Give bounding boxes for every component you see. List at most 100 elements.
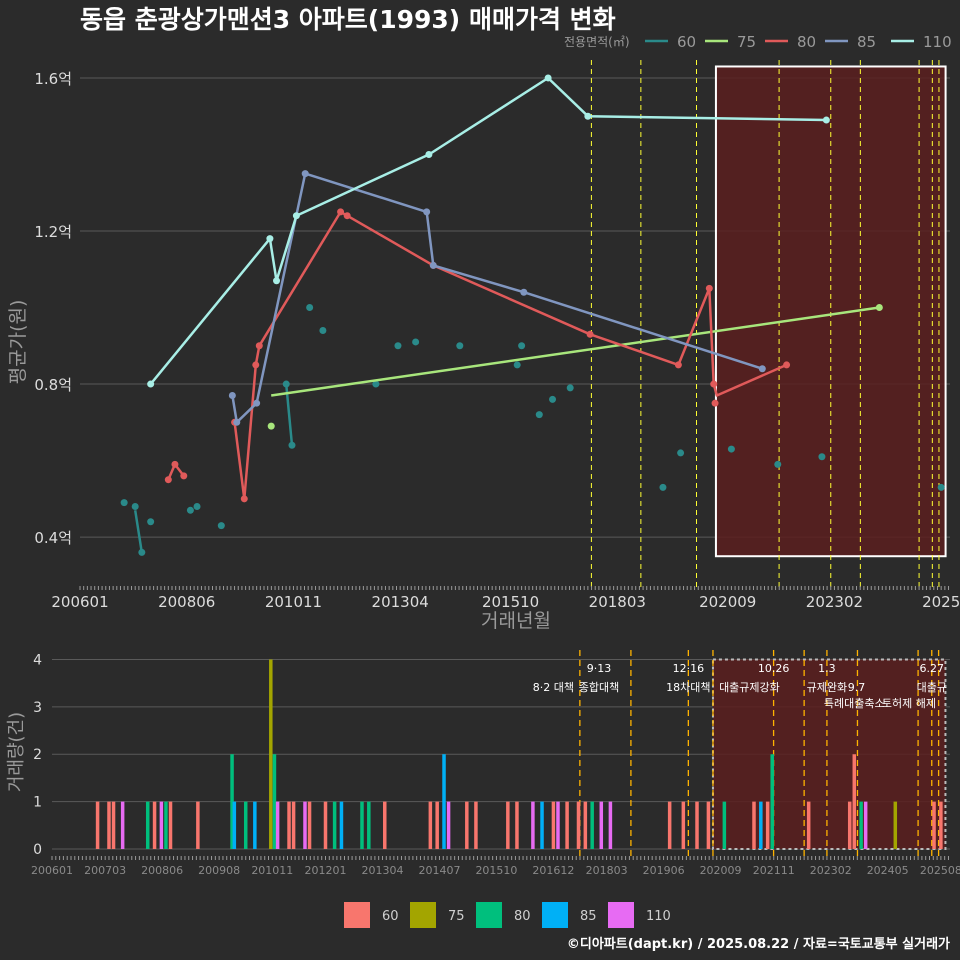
policy-shade-region (714, 65, 947, 558)
data-point-110 (822, 116, 830, 124)
x-tick-label: 200601 (51, 593, 108, 611)
data-point-85 (758, 365, 766, 373)
data-point-60 (518, 342, 526, 350)
volume-bar-60 (323, 801, 328, 849)
volume-bar-60 (939, 801, 943, 849)
volume-x-tick-label: 200601 (31, 864, 73, 877)
data-point-80 (343, 212, 351, 220)
volume-bar-60 (932, 801, 936, 849)
data-point-60 (147, 518, 155, 526)
data-point-110 (584, 112, 592, 120)
data-point-60 (217, 522, 225, 530)
volume-x-tick-label: 202508 (920, 864, 960, 877)
data-point-110 (147, 380, 155, 388)
legend-label-60: 60 (677, 33, 696, 51)
volume-bar-60 (806, 801, 811, 849)
policy-label: 9·13 (587, 662, 612, 675)
volume-chart: 0 1 2 3 4 8·2 대책 9·13 종합대책 12·16 18차대책 10.26 대출규제강화… (31, 650, 960, 877)
data-point-60 (186, 506, 194, 514)
legend-label-75: 75 (737, 33, 756, 51)
volume-bar-80 (590, 801, 594, 849)
volume-bar-80 (230, 754, 234, 849)
data-point-60 (727, 445, 735, 453)
data-point-85 (228, 392, 236, 400)
volume-x-tick-label: 200806 (141, 864, 183, 877)
data-point-80 (711, 399, 719, 407)
volume-bar-80 (145, 801, 150, 849)
data-point-80 (783, 361, 791, 369)
data-point-80 (674, 361, 682, 369)
volume-bar-85 (759, 801, 763, 849)
data-point-60 (138, 548, 146, 556)
data-point-75 (267, 422, 275, 430)
data-point-110 (273, 277, 281, 285)
volume-shade-region (711, 658, 947, 850)
data-point-80 (337, 208, 345, 216)
data-point-60 (193, 502, 201, 510)
data-point-85 (423, 208, 431, 216)
data-point-60 (677, 449, 685, 457)
data-point-80 (240, 495, 248, 503)
volume-x-tick-label: 200908 (198, 864, 240, 877)
data-point-60 (818, 453, 826, 461)
data-point-60 (288, 441, 296, 449)
volume-bar-60 (506, 801, 510, 849)
volume-bar-110 (556, 801, 560, 849)
data-point-110 (292, 212, 300, 220)
volume-bar-85 (339, 801, 344, 849)
series-line-85 (231, 172, 763, 424)
data-point-80 (180, 472, 188, 480)
volume-x-tick-label: 201906 (643, 864, 685, 877)
volume-bar-60 (551, 801, 556, 849)
policy-label: 특례대출축소 (824, 697, 885, 710)
volume-y-tick-label: 1 (33, 795, 42, 811)
data-point-60 (513, 361, 521, 369)
volume-bar-60 (765, 801, 770, 849)
volume-x-tick-label: 202302 (810, 864, 852, 877)
volume-bar-75 (269, 659, 273, 849)
volume-bar-60 (852, 754, 857, 849)
policy-label: 토허제 해제 (882, 696, 936, 710)
volume-x-tick-label: 202009 (700, 864, 742, 877)
data-point-60 (566, 384, 574, 392)
data-point-85 (253, 399, 261, 407)
volume-y-tick-label: 3 (33, 700, 42, 716)
x-tick-label: 2025 (922, 593, 960, 611)
chart-title: 동읍 춘광상가맨션3 아파트(1993) 매매가격 변화 (80, 5, 616, 34)
volume-bar-80 (360, 801, 364, 849)
volume-bar-85 (232, 801, 237, 849)
volume-y-tick-label: 2 (33, 747, 42, 763)
data-point-60 (131, 502, 139, 510)
volume-bar-110 (303, 801, 307, 849)
volume-bar-80 (367, 801, 371, 849)
volume-bar-80 (859, 801, 863, 849)
volume-bar-75 (893, 801, 898, 849)
data-point-80 (171, 460, 179, 468)
volume-bar-110 (446, 801, 451, 849)
x-axis-title: 거래년월 (481, 610, 551, 632)
volume-bar-60 (383, 801, 387, 849)
volume-bar-80 (332, 801, 337, 849)
volume-x-tick-label: 201201 (305, 864, 347, 877)
data-point-110 (266, 235, 274, 243)
data-point-80 (710, 380, 718, 388)
volume-bar-110 (599, 801, 604, 849)
volume-x-tick-label: 202405 (867, 864, 909, 877)
policy-label: 종합대책 (579, 681, 619, 694)
volume-y-axis-title: 거래량(건) (6, 712, 27, 792)
bar-legend-label-75: 75 (448, 909, 465, 924)
volume-bar-60 (152, 801, 157, 849)
y-tick-label: 1.2억 (34, 223, 72, 241)
x-tick-label: 200806 (158, 593, 215, 611)
bar-legend-label-85: 85 (580, 909, 597, 924)
data-point-60 (549, 395, 557, 403)
volume-y-tick-label: 4 (33, 652, 42, 668)
data-point-85 (520, 288, 528, 296)
x-tick-label: 201011 (265, 593, 322, 611)
data-point-60 (412, 338, 420, 346)
volume-bar-60 (428, 801, 433, 849)
policy-label: 대출규 (917, 681, 947, 694)
volume-bar-60 (576, 801, 581, 849)
volume-bar-60 (107, 801, 111, 849)
volume-bar-60 (307, 801, 312, 849)
